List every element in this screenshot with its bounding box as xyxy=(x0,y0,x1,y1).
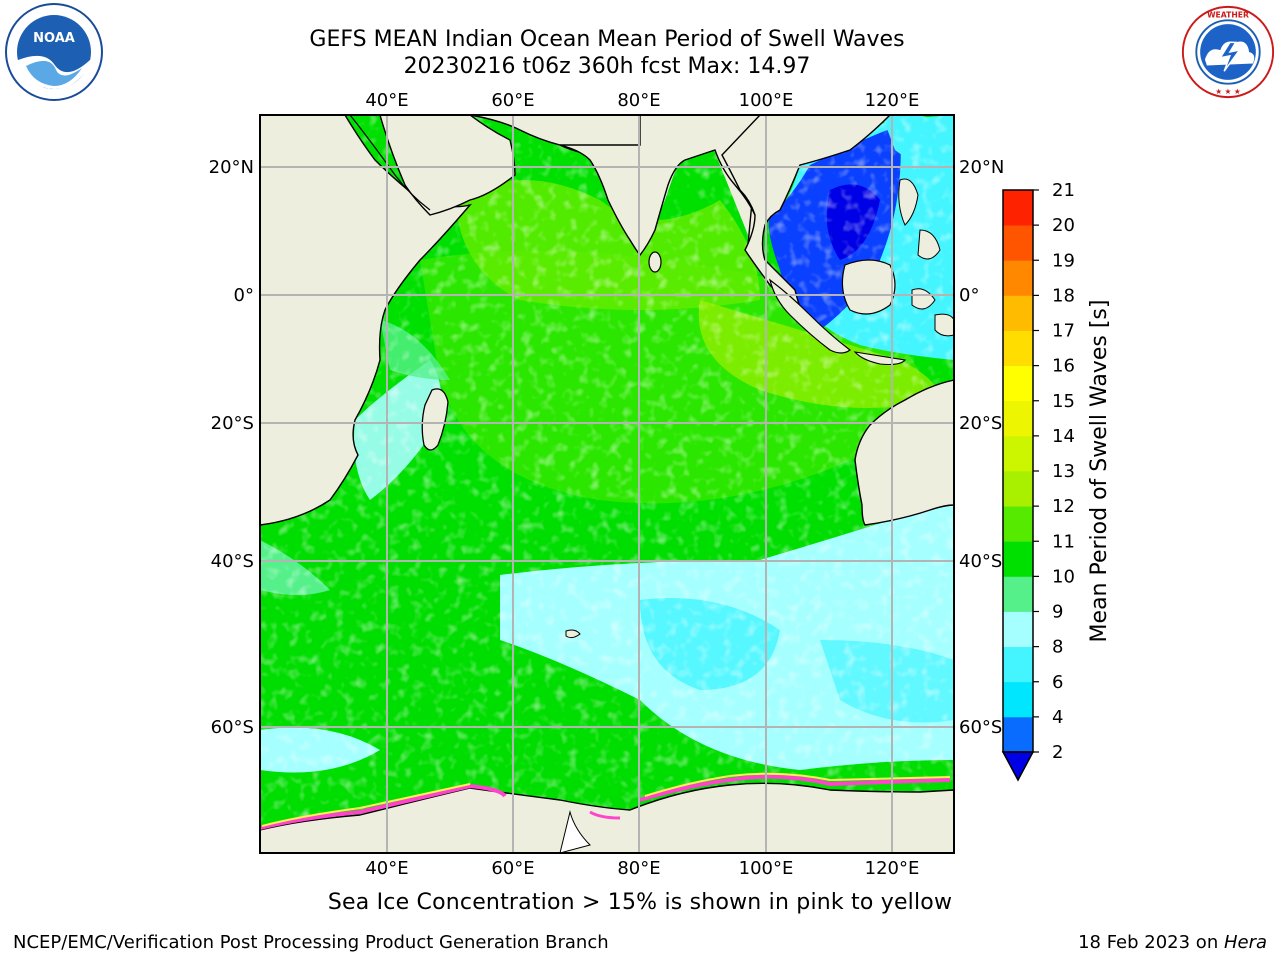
colorbar-tick-label: 19 xyxy=(1052,250,1075,271)
colorbar-segment xyxy=(1003,400,1033,437)
colorbar-segment xyxy=(1003,225,1033,261)
footer-date-text: 18 Feb 2023 on xyxy=(1078,932,1224,953)
colorbar: 2 4 6 8 9 10 11 12 13 14 15 16 17 18 19 20 21 Mean Perio… xyxy=(1001,180,1112,782)
colorbar-segment xyxy=(1003,260,1033,296)
india-land xyxy=(559,115,761,257)
chart-subtitle: 20230216 t06z 360h fcst Max: 14.97 xyxy=(403,54,811,79)
sumatra xyxy=(769,278,852,354)
colorbar-tick-label: 12 xyxy=(1052,496,1075,517)
colorbar-segment xyxy=(1003,576,1033,612)
colorbar-segment xyxy=(1003,716,1033,753)
lat-label: 20°S xyxy=(959,413,1002,434)
lon-label: 80°E xyxy=(617,90,660,111)
lon-label: 40°E xyxy=(365,90,408,111)
colorbar-segment xyxy=(1003,190,1033,226)
colorbar-tick-label: 6 xyxy=(1052,672,1063,693)
sri-lanka xyxy=(648,251,662,273)
colorbar-tick-label: 18 xyxy=(1052,285,1075,306)
colorbar-tick-label: 21 xyxy=(1052,180,1075,201)
colorbar-tick-label: 17 xyxy=(1052,321,1075,342)
colorbar-tick-label: 8 xyxy=(1052,637,1063,658)
arabia-land xyxy=(379,115,516,216)
colorbar-segment xyxy=(1003,611,1033,648)
map-frame xyxy=(259,114,955,854)
lon-label: 120°E xyxy=(865,858,920,879)
colorbar-tick-label: 2 xyxy=(1052,742,1063,763)
noaa-logo-text: NOAA xyxy=(33,31,75,46)
colorbar-under-arrow xyxy=(1001,751,1035,782)
lon-label: 100°E xyxy=(739,90,794,111)
colorbar-ticks: 2 4 6 8 9 10 11 12 13 14 15 16 17 18 19 20 21 xyxy=(1033,180,1075,763)
lon-labels-top: 40°E 60°E 80°E 100°E 120°E xyxy=(365,90,919,111)
colorbar-tick-label: 4 xyxy=(1052,707,1063,728)
svg-text:WEATHER: WEATHER xyxy=(1207,10,1249,19)
lon-label: 120°E xyxy=(865,90,920,111)
colorbar-segment xyxy=(1003,471,1033,507)
lon-label: 60°E xyxy=(491,90,534,111)
lon-label: 80°E xyxy=(617,858,660,879)
noaa-logo-icon: NOAA xyxy=(5,3,103,101)
sea-ice-west xyxy=(260,783,507,830)
colorbar-label: Mean Period of Swell Waves [s] xyxy=(1087,300,1112,643)
sea-ice-east xyxy=(639,774,951,802)
colorbar-tick-label: 10 xyxy=(1052,566,1075,587)
lat-label: 40°S xyxy=(211,551,254,572)
map-area xyxy=(260,115,954,853)
madagascar xyxy=(421,388,449,451)
colorbar-segment xyxy=(1003,681,1033,718)
colorbar-segment xyxy=(1003,506,1033,542)
colorbar-segment xyxy=(1003,541,1033,577)
footer-machine: Hera xyxy=(1223,932,1267,953)
lat-labels-left: 20°N 0° 20°S 40°S 60°S xyxy=(209,157,254,738)
colorbar-segment xyxy=(1003,365,1033,402)
lat-label: 60°S xyxy=(959,717,1002,738)
map-gridlines xyxy=(260,115,954,853)
colorbar-tick-label: 15 xyxy=(1052,391,1075,412)
footer-date: 18 Feb 2023 on Hera xyxy=(1078,932,1267,953)
lat-label: 40°S xyxy=(959,551,1002,572)
svg-text:★ ★ ★: ★ ★ ★ xyxy=(1215,87,1241,96)
lat-label: 0° xyxy=(959,285,979,306)
colorbar-segment xyxy=(1003,646,1033,683)
lon-label: 100°E xyxy=(739,858,794,879)
borneo xyxy=(841,259,896,315)
lat-label: 0° xyxy=(234,285,254,306)
lon-label: 40°E xyxy=(365,858,408,879)
chart-title: GEFS MEAN Indian Ocean Mean Period of Sw… xyxy=(309,27,905,52)
lat-label: 60°S xyxy=(211,717,254,738)
lon-labels-bottom: 40°E 60°E 80°E 100°E 120°E xyxy=(365,858,919,879)
colorbar-segment xyxy=(1003,295,1033,331)
lat-label: 20°N xyxy=(959,157,1004,178)
colorbar-tick-label: 16 xyxy=(1052,356,1075,377)
colorbar-tick-label: 13 xyxy=(1052,461,1075,482)
colorbar-tick-label: 14 xyxy=(1052,426,1075,447)
lat-labels-right: 20°N 0° 20°S 40°S 60°S xyxy=(959,157,1004,738)
lon-label: 60°E xyxy=(491,858,534,879)
colorbar-segments xyxy=(1003,190,1033,753)
colorbar-segment xyxy=(1003,330,1033,367)
colorbar-segment xyxy=(1003,435,1033,472)
lat-label: 20°N xyxy=(209,157,254,178)
sea-ice-note: Sea Ice Concentration > 15% is shown in … xyxy=(327,890,953,915)
colorbar-tick-label: 20 xyxy=(1052,215,1075,236)
lat-label: 20°S xyxy=(211,413,254,434)
colorbar-tick-label: 11 xyxy=(1052,531,1075,552)
nws-logo-icon: WEATHER ★ ★ ★ xyxy=(1181,5,1275,99)
colorbar-tick-label: 9 xyxy=(1052,602,1063,623)
footer-credit: NCEP/EMC/Verification Post Processing Pr… xyxy=(13,932,609,953)
australia-land xyxy=(854,379,954,526)
